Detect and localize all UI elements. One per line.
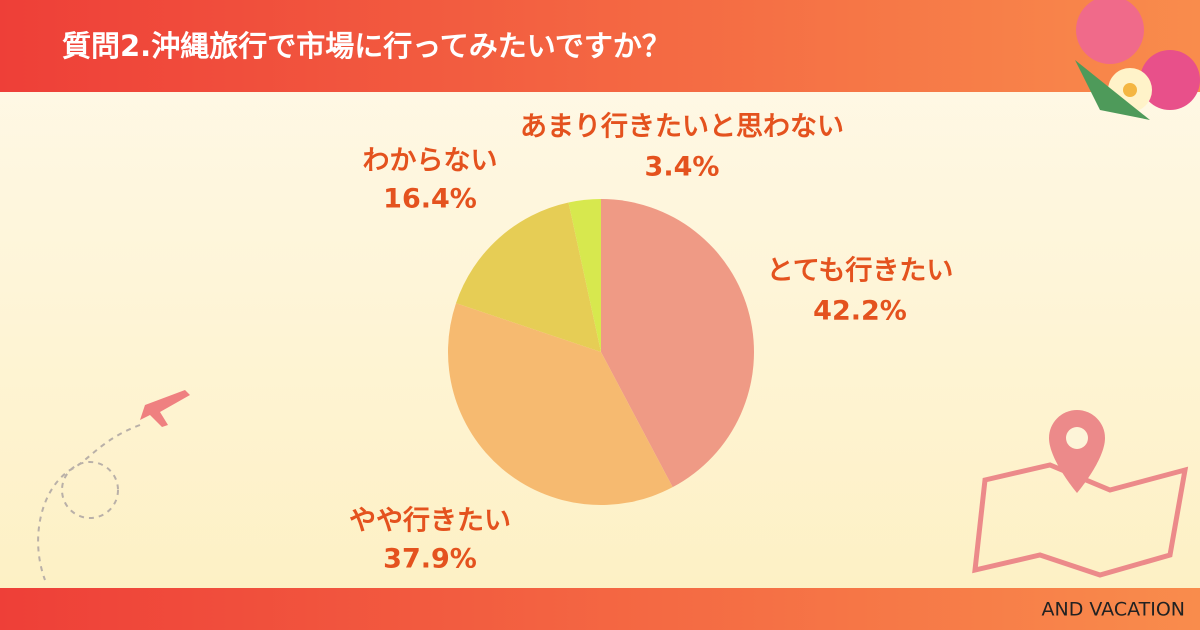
pie-chart: とても行きたい 42.2% やや行きたい 37.9% わからない 16.4% あまり行きたい… bbox=[349, 111, 953, 575]
value-label: 37.9% bbox=[383, 544, 477, 575]
slice-label: あまり行きたいと思わない bbox=[520, 111, 844, 143]
pie-slice bbox=[456, 202, 601, 352]
pie-slice bbox=[448, 303, 673, 505]
slice-label: わからない bbox=[363, 146, 498, 177]
pie-slice bbox=[568, 199, 601, 352]
footer-bar bbox=[0, 588, 1200, 630]
pie-slice bbox=[601, 199, 754, 488]
brand: AND VACATION bbox=[1042, 599, 1186, 621]
value-label: 3.4% bbox=[645, 152, 720, 183]
title: 質問2.沖縄旅行で市場に行ってみたいですか？ bbox=[62, 29, 671, 63]
value-label: 42.2% bbox=[813, 296, 907, 327]
map-decoration bbox=[972, 410, 1189, 578]
value-label: 16.4% bbox=[383, 184, 477, 215]
slice-label: とても行きたい bbox=[767, 255, 954, 287]
header-bar bbox=[0, 0, 1200, 92]
slice-label: やや行きたい bbox=[349, 505, 511, 537]
plane-decoration bbox=[37, 390, 190, 581]
flower-decoration bbox=[1075, 0, 1200, 120]
